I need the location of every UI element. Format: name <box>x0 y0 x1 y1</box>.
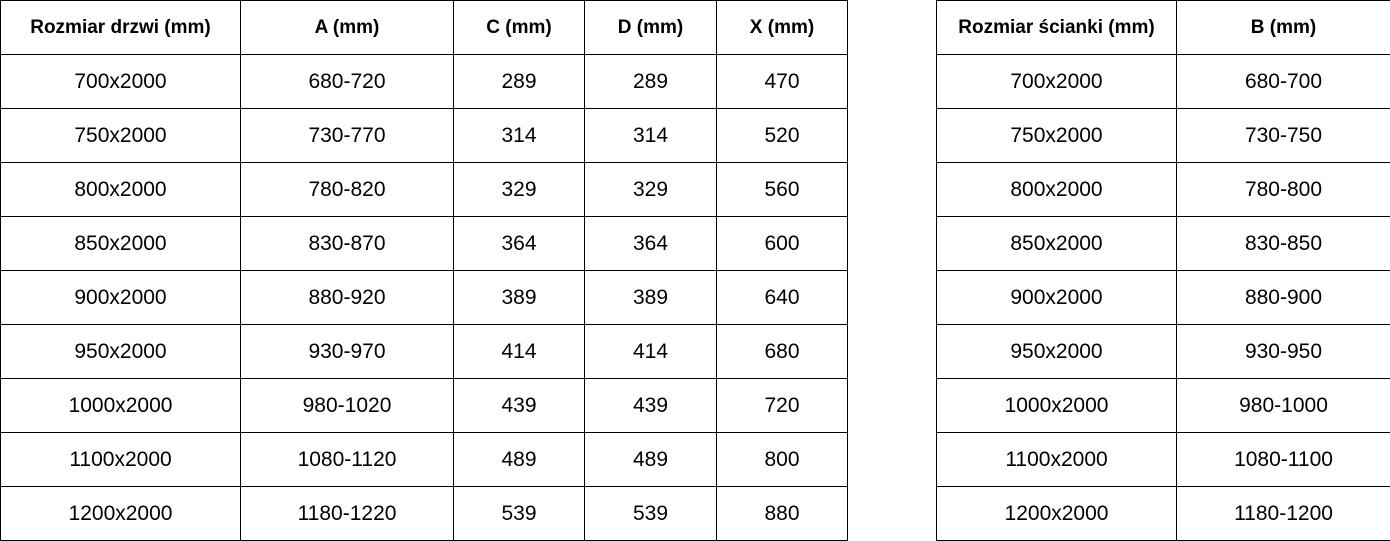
table-cell: 1200x2000 <box>936 486 1177 541</box>
table-cell: 880-900 <box>1176 270 1390 325</box>
table-cell: 539 <box>584 486 717 541</box>
door-size-table: Rozmiar drzwi (mm) A (mm) C (mm) D (mm) X (m… <box>0 0 848 541</box>
table-cell: 1180-1200 <box>1176 486 1390 541</box>
table-cell: 314 <box>584 108 717 163</box>
table-cell: 800 <box>716 432 848 487</box>
table-row: 700x2000 680-700 <box>936 54 1390 109</box>
table-cell: 950x2000 <box>0 324 241 379</box>
table-row: 900x2000 880-920 389 389 640 <box>0 270 848 325</box>
table-row: 800x2000 780-820 329 329 560 <box>0 162 848 217</box>
table-cell: 1180-1220 <box>240 486 454 541</box>
table-cell: 800x2000 <box>936 162 1177 217</box>
table-cell: 900x2000 <box>0 270 241 325</box>
table-cell: 730-750 <box>1176 108 1390 163</box>
table-row: 1000x2000 980-1020 439 439 720 <box>0 378 848 433</box>
table-cell: 980-1000 <box>1176 378 1390 433</box>
table-row: 700x2000 680-720 289 289 470 <box>0 54 848 109</box>
table-cell: 640 <box>716 270 848 325</box>
table-cell: 364 <box>584 216 717 271</box>
table-cell: 1100x2000 <box>0 432 241 487</box>
table-cell: 1200x2000 <box>0 486 241 541</box>
table-cell: 329 <box>584 162 717 217</box>
table-cell: 930-970 <box>240 324 454 379</box>
column-header: C (mm) <box>453 0 585 55</box>
table-cell: 1080-1120 <box>240 432 454 487</box>
column-header: B (mm) <box>1176 0 1390 55</box>
table-cell: 930-950 <box>1176 324 1390 379</box>
table-cell: 700x2000 <box>0 54 241 109</box>
table-cell: 780-800 <box>1176 162 1390 217</box>
table-row: 1200x2000 1180-1200 <box>936 486 1390 541</box>
table-cell: 439 <box>453 378 585 433</box>
table-cell: 980-1020 <box>240 378 454 433</box>
header-row: Rozmiar ścianki (mm) B (mm) <box>936 0 1390 55</box>
table-cell: 439 <box>584 378 717 433</box>
table-row: 950x2000 930-970 414 414 680 <box>0 324 848 379</box>
column-header: A (mm) <box>240 0 454 55</box>
table-cell: 880 <box>716 486 848 541</box>
wall-panel-size-table: Rozmiar ścianki (mm) B (mm) 700x2000 680-70… <box>936 0 1390 541</box>
table-cell: 560 <box>716 162 848 217</box>
table-cell: 414 <box>584 324 717 379</box>
table-cell: 700x2000 <box>936 54 1177 109</box>
column-header: Rozmiar drzwi (mm) <box>0 0 241 55</box>
table-cell: 414 <box>453 324 585 379</box>
table-cell: 750x2000 <box>936 108 1177 163</box>
table-cell: 780-820 <box>240 162 454 217</box>
table-cell: 950x2000 <box>936 324 1177 379</box>
column-header: D (mm) <box>584 0 717 55</box>
column-header: X (mm) <box>716 0 848 55</box>
table-cell: 900x2000 <box>936 270 1177 325</box>
table-cell: 680-700 <box>1176 54 1390 109</box>
table-cell: 680-720 <box>240 54 454 109</box>
table-row: 1200x2000 1180-1220 539 539 880 <box>0 486 848 541</box>
table-cell: 289 <box>584 54 717 109</box>
table-cell: 830-870 <box>240 216 454 271</box>
table-row: 850x2000 830-870 364 364 600 <box>0 216 848 271</box>
table-cell: 600 <box>716 216 848 271</box>
table-cell: 880-920 <box>240 270 454 325</box>
header-row: Rozmiar drzwi (mm) A (mm) C (mm) D (mm) X (m… <box>0 0 848 55</box>
table-cell: 1000x2000 <box>936 378 1177 433</box>
table-cell: 329 <box>453 162 585 217</box>
table-cell: 520 <box>716 108 848 163</box>
table-row: 850x2000 830-850 <box>936 216 1390 271</box>
table-row: 750x2000 730-770 314 314 520 <box>0 108 848 163</box>
table-row: 900x2000 880-900 <box>936 270 1390 325</box>
table-cell: 850x2000 <box>0 216 241 271</box>
table-row: 1000x2000 980-1000 <box>936 378 1390 433</box>
table-row: 1100x2000 1080-1120 489 489 800 <box>0 432 848 487</box>
table-cell: 289 <box>453 54 585 109</box>
table-row: 1100x2000 1080-1100 <box>936 432 1390 487</box>
column-header: Rozmiar ścianki (mm) <box>936 0 1177 55</box>
table-row: 800x2000 780-800 <box>936 162 1390 217</box>
table-cell: 539 <box>453 486 585 541</box>
table-row: 750x2000 730-750 <box>936 108 1390 163</box>
table-cell: 389 <box>453 270 585 325</box>
table-row: 950x2000 930-950 <box>936 324 1390 379</box>
table-cell: 800x2000 <box>0 162 241 217</box>
table-cell: 1100x2000 <box>936 432 1177 487</box>
table-cell: 489 <box>584 432 717 487</box>
table-cell: 1080-1100 <box>1176 432 1390 487</box>
table-cell: 830-850 <box>1176 216 1390 271</box>
table-cell: 730-770 <box>240 108 454 163</box>
table-cell: 470 <box>716 54 848 109</box>
table-cell: 720 <box>716 378 848 433</box>
table-cell: 680 <box>716 324 848 379</box>
table-cell: 750x2000 <box>0 108 241 163</box>
table-cell: 1000x2000 <box>0 378 241 433</box>
table-cell: 364 <box>453 216 585 271</box>
table-cell: 314 <box>453 108 585 163</box>
table-cell: 850x2000 <box>936 216 1177 271</box>
table-cell: 389 <box>584 270 717 325</box>
table-cell: 489 <box>453 432 585 487</box>
